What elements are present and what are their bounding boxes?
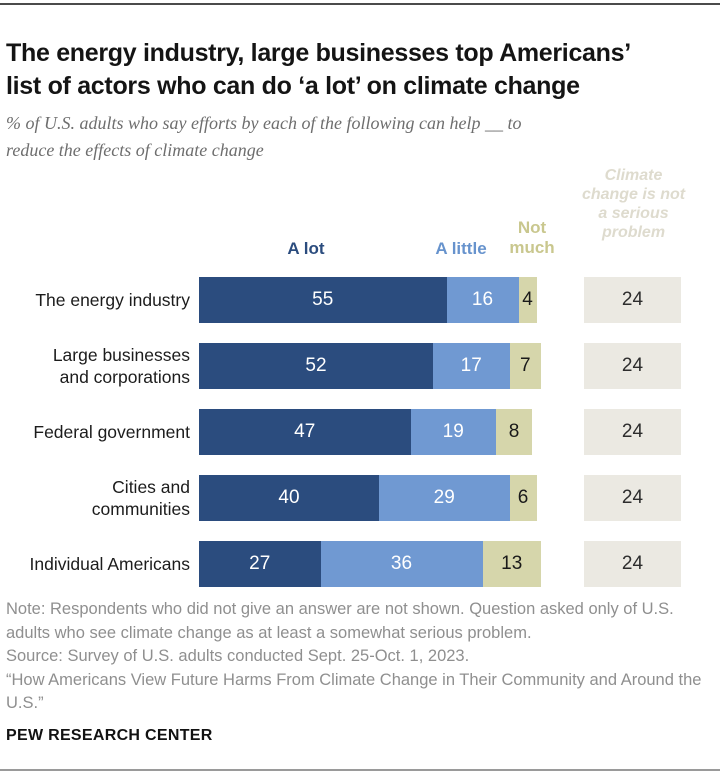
row-label: Cities and communities xyxy=(91,477,190,519)
bar-segment-a-little: 29 xyxy=(379,475,510,521)
report-title-text: “How Americans View Future Harms From Cl… xyxy=(6,670,702,713)
note-text: Note: Respondents who did not give an an… xyxy=(6,600,674,642)
footnotes: Note: Respondents who did not give an an… xyxy=(6,598,714,716)
bar-segment-a-lot: 27 xyxy=(199,541,321,587)
bar-segment-not-much: 6 xyxy=(509,475,537,521)
row-label: Individual Americans xyxy=(29,554,191,574)
bar-segment-a-little: 19 xyxy=(410,409,496,455)
aside-box-not-serious: 24 xyxy=(584,409,681,455)
top-rule xyxy=(0,3,720,5)
chart-title: The energy industry, large businesses to… xyxy=(6,38,631,100)
pew-research-center-wordmark: PEW RESEARCH CENTER xyxy=(6,727,213,744)
row-label: The energy industry xyxy=(35,290,190,310)
bar-segment-not-much: 13 xyxy=(482,541,541,587)
aside-box-not-serious: 24 xyxy=(584,475,681,521)
source-text: Source: Survey of U.S. adults conducted … xyxy=(6,647,470,665)
row-label: Large businesses and corporations xyxy=(52,345,190,387)
bar-segment-not-much: 7 xyxy=(509,343,541,389)
legend-a-lot: A lot xyxy=(287,239,325,258)
bar-segment-a-lot: 52 xyxy=(199,343,433,389)
legend-a-little: A little xyxy=(435,239,487,258)
chart-subtitle: % of U.S. adults who say efforts by each… xyxy=(6,113,522,160)
bar-segment-a-lot: 55 xyxy=(199,277,447,323)
bar-segment-a-little: 36 xyxy=(320,541,483,587)
bottom-rule xyxy=(0,769,720,771)
aside-box-not-serious: 24 xyxy=(584,343,681,389)
bar-segment-a-lot: 47 xyxy=(199,409,411,455)
bar-segment-not-much: 8 xyxy=(496,409,532,455)
bar-segment-a-little: 17 xyxy=(433,343,510,389)
bar-segment-not-much: 4 xyxy=(518,277,537,323)
legend-not-much: Not much xyxy=(509,218,555,257)
legend-climate-not-serious: Climate change is not a serious problem xyxy=(581,167,686,241)
aside-box-not-serious: 24 xyxy=(584,541,681,587)
bar-segment-a-lot: 40 xyxy=(199,475,379,521)
aside-box-not-serious: 24 xyxy=(584,277,681,323)
bar-segment-a-little: 16 xyxy=(446,277,519,323)
row-label: Federal government xyxy=(33,422,190,442)
